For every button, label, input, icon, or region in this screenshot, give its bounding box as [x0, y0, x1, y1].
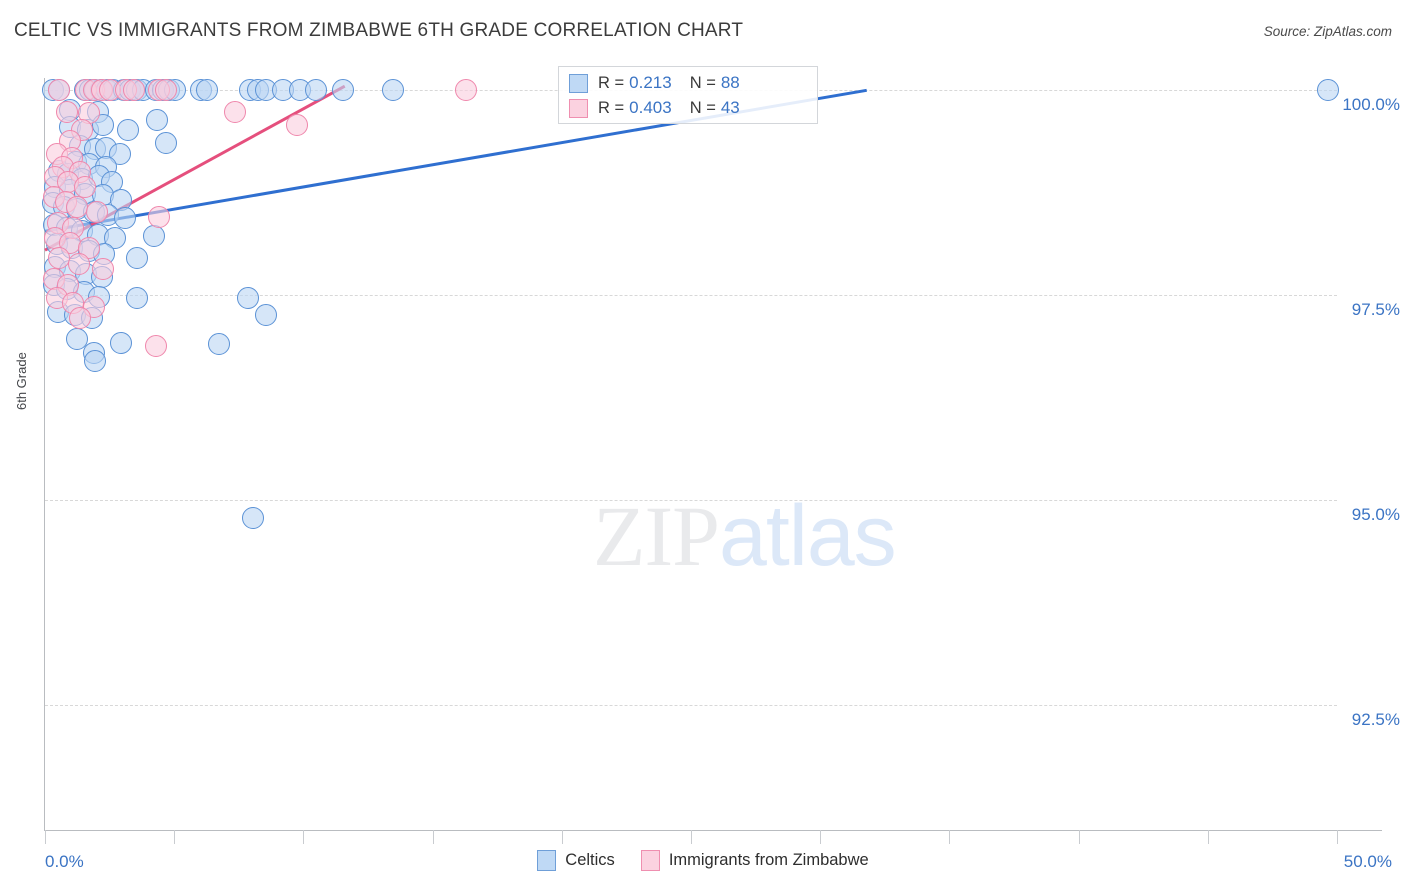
data-point[interactable] [55, 100, 78, 123]
correlation-stats-box: R = 0.213 N = 88 R = 0.403 N = 43 [558, 66, 818, 124]
stats-row-zimbabwe: R = 0.403 N = 43 [569, 95, 740, 121]
data-point[interactable] [114, 207, 137, 230]
y-tick-label: 97.5% [1351, 300, 1400, 320]
page-title: CELTIC VS IMMIGRANTS FROM ZIMBABWE 6TH G… [14, 20, 744, 41]
data-point[interactable] [208, 333, 231, 356]
data-point[interactable] [125, 287, 148, 310]
series-legend: Celtics Immigrants from Zimbabwe [0, 850, 1406, 871]
x-tick-mark [174, 830, 176, 844]
data-point[interactable] [332, 79, 355, 102]
zimbabwe-legend-label: Immigrants from Zimbabwe [668, 851, 869, 869]
y-tick-label: 92.5% [1351, 710, 1400, 730]
data-point[interactable] [236, 287, 259, 310]
zimbabwe-n-label: N = [689, 98, 716, 117]
data-point[interactable] [147, 205, 170, 228]
trend-line-zimbabwe [44, 84, 346, 252]
x-tick-mark [303, 830, 305, 844]
data-point[interactable] [103, 226, 126, 249]
trend-lines [44, 84, 867, 252]
data-point[interactable] [125, 246, 148, 269]
x-tick-mark [1337, 830, 1338, 844]
data-point[interactable] [155, 131, 178, 154]
x-tick-mark [691, 830, 692, 844]
y-tick-label: 95.0% [1351, 505, 1400, 525]
data-point[interactable] [67, 253, 90, 276]
y-axis-line [44, 78, 45, 830]
data-point[interactable] [155, 79, 178, 102]
data-point[interactable] [66, 328, 89, 351]
y-axis-title: 6th Grade [14, 352, 29, 410]
celtics-r-label: R = [598, 73, 625, 92]
zimbabwe-n-value: 43 [720, 98, 740, 117]
gridline [45, 295, 1337, 297]
zimbabwe-r-label: R = [598, 98, 625, 117]
data-point[interactable] [142, 225, 165, 248]
data-point[interactable] [123, 79, 146, 102]
data-point[interactable] [146, 108, 169, 131]
x-tick-mark [820, 830, 822, 844]
celtics-stat-swatch [569, 73, 588, 93]
data-point[interactable] [145, 335, 168, 358]
data-point[interactable] [242, 507, 264, 530]
source-attribution: Source: ZipAtlas.com [1263, 24, 1392, 39]
stats-row-celtics: R = 0.213 N = 88 [569, 70, 740, 96]
data-point[interactable] [74, 176, 97, 199]
data-point[interactable] [110, 331, 133, 354]
celtics-r-value: 0.213 [629, 73, 672, 92]
data-point[interactable] [285, 113, 308, 136]
zimbabwe-stat-swatch [569, 98, 588, 118]
gridline [45, 500, 1337, 502]
celtics-legend-swatch [537, 850, 557, 871]
x-tick-mark [432, 830, 434, 844]
data-point[interactable] [223, 100, 246, 123]
data-point[interactable] [305, 79, 328, 102]
celtics-n-label: N = [689, 73, 716, 92]
data-point[interactable] [381, 79, 404, 102]
x-axis-line [44, 830, 1382, 831]
data-point[interactable] [85, 200, 108, 223]
data-point[interactable] [66, 195, 89, 218]
celtics-n-value: 88 [720, 73, 740, 92]
x-tick-mark [561, 830, 563, 844]
celtics-legend-label: Celtics [565, 851, 615, 869]
data-point[interactable] [48, 246, 71, 269]
data-point[interactable] [48, 79, 71, 102]
data-point[interactable] [1316, 79, 1339, 102]
data-point[interactable] [455, 79, 478, 102]
x-tick-label-min: 0.0% [45, 852, 84, 871]
legend-item-zimbabwe[interactable]: Immigrants from Zimbabwe [640, 850, 869, 871]
data-point[interactable] [68, 307, 91, 330]
y-tick-label: 100.0% [1342, 95, 1400, 115]
x-tick-mark [1078, 830, 1080, 844]
legend-item-celtics[interactable]: Celtics [537, 850, 615, 871]
data-point[interactable] [254, 303, 277, 326]
x-tick-mark [1207, 830, 1209, 844]
x-tick-mark [45, 830, 46, 844]
x-tick-label-max: 50.0% [1343, 852, 1392, 871]
zimbabwe-legend-swatch [640, 850, 660, 871]
zimbabwe-r-value: 0.403 [629, 98, 672, 117]
plot-area: ZIPatlas [41, 78, 1339, 828]
x-tick-mark [949, 830, 951, 844]
data-point[interactable] [116, 118, 139, 141]
data-point[interactable] [92, 257, 115, 280]
data-point[interactable] [196, 79, 219, 102]
gridline [45, 705, 1337, 707]
data-point[interactable] [84, 349, 107, 372]
